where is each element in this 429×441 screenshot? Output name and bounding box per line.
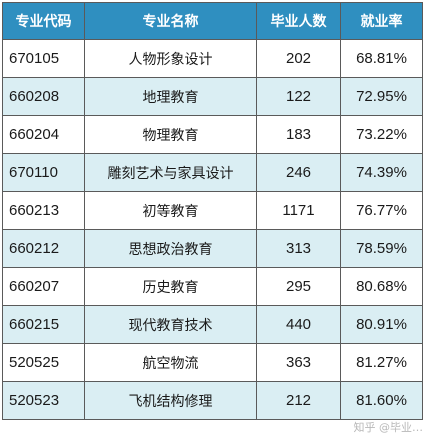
table-row: 660212 思想政治教育 313 78.59% bbox=[2, 229, 423, 268]
cell-graduate-count: 363 bbox=[256, 343, 341, 382]
header-major-code: 专业代码 bbox=[2, 2, 85, 40]
table-row: 660208 地理教育 122 72.95% bbox=[2, 77, 423, 116]
table-row: 660204 物理教育 183 73.22% bbox=[2, 115, 423, 154]
cell-employment-rate: 74.39% bbox=[340, 153, 423, 192]
cell-major-code: 660212 bbox=[2, 229, 85, 268]
cell-employment-rate: 80.68% bbox=[340, 267, 423, 306]
cell-graduate-count: 295 bbox=[256, 267, 341, 306]
table-row: 520525 航空物流 363 81.27% bbox=[2, 343, 423, 382]
employment-rate-table: 专业代码 专业名称 毕业人数 就业率 670105 人物形象设计 202 68.… bbox=[2, 2, 423, 420]
table-row: 670110 雕刻艺术与家具设计 246 74.39% bbox=[2, 153, 423, 192]
table-row: 660215 现代教育技术 440 80.91% bbox=[2, 305, 423, 344]
cell-employment-rate: 76.77% bbox=[340, 191, 423, 230]
cell-major-name: 物理教育 bbox=[84, 115, 257, 154]
cell-major-code: 660204 bbox=[2, 115, 85, 154]
cell-graduate-count: 202 bbox=[256, 39, 341, 78]
header-employment-rate: 就业率 bbox=[340, 2, 423, 40]
cell-major-name: 人物形象设计 bbox=[84, 39, 257, 78]
header-major-name: 专业名称 bbox=[84, 2, 257, 40]
table-row: 660213 初等教育 1171 76.77% bbox=[2, 191, 423, 230]
cell-graduate-count: 212 bbox=[256, 381, 341, 420]
cell-major-code: 520523 bbox=[2, 381, 85, 420]
cell-employment-rate: 80.91% bbox=[340, 305, 423, 344]
cell-major-code: 660207 bbox=[2, 267, 85, 306]
cell-graduate-count: 313 bbox=[256, 229, 341, 268]
cell-major-name: 历史教育 bbox=[84, 267, 257, 306]
cell-major-name: 雕刻艺术与家具设计 bbox=[84, 153, 257, 192]
cell-major-name: 地理教育 bbox=[84, 77, 257, 116]
cell-major-name: 飞机结构修理 bbox=[84, 381, 257, 420]
cell-graduate-count: 183 bbox=[256, 115, 341, 154]
cell-major-code: 660215 bbox=[2, 305, 85, 344]
cell-employment-rate: 81.60% bbox=[340, 381, 423, 420]
cell-major-code: 670105 bbox=[2, 39, 85, 78]
cell-graduate-count: 122 bbox=[256, 77, 341, 116]
cell-employment-rate: 78.59% bbox=[340, 229, 423, 268]
cell-employment-rate: 81.27% bbox=[340, 343, 423, 382]
cell-major-name: 现代教育技术 bbox=[84, 305, 257, 344]
watermark: 知乎 @毕业… bbox=[353, 421, 424, 434]
table-row: 670105 人物形象设计 202 68.81% bbox=[2, 39, 423, 78]
cell-graduate-count: 246 bbox=[256, 153, 341, 192]
cell-employment-rate: 68.81% bbox=[340, 39, 423, 78]
cell-major-name: 思想政治教育 bbox=[84, 229, 257, 268]
cell-graduate-count: 1171 bbox=[256, 191, 341, 230]
table-row: 660207 历史教育 295 80.68% bbox=[2, 267, 423, 306]
cell-major-code: 660213 bbox=[2, 191, 85, 230]
cell-major-code: 660208 bbox=[2, 77, 85, 116]
cell-employment-rate: 72.95% bbox=[340, 77, 423, 116]
table-row: 520523 飞机结构修理 212 81.60% bbox=[2, 381, 423, 420]
cell-graduate-count: 440 bbox=[256, 305, 341, 344]
cell-employment-rate: 73.22% bbox=[340, 115, 423, 154]
table-header-row: 专业代码 专业名称 毕业人数 就业率 bbox=[2, 2, 423, 40]
cell-major-code: 520525 bbox=[2, 343, 85, 382]
cell-major-code: 670110 bbox=[2, 153, 85, 192]
cell-major-name: 航空物流 bbox=[84, 343, 257, 382]
header-graduate-count: 毕业人数 bbox=[256, 2, 341, 40]
cell-major-name: 初等教育 bbox=[84, 191, 257, 230]
